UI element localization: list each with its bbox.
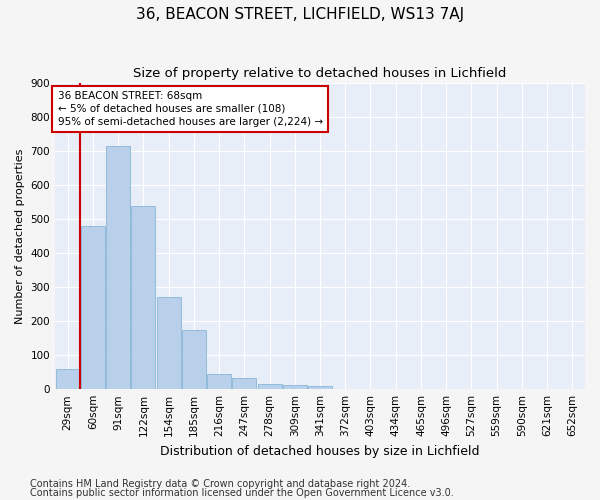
- X-axis label: Distribution of detached houses by size in Lichfield: Distribution of detached houses by size …: [160, 444, 480, 458]
- Bar: [182, 330, 206, 389]
- Y-axis label: Number of detached properties: Number of detached properties: [15, 148, 25, 324]
- Bar: [232, 378, 256, 389]
- Bar: [56, 369, 80, 389]
- Bar: [308, 386, 332, 389]
- Bar: [106, 146, 130, 389]
- Bar: [283, 385, 307, 389]
- Bar: [131, 206, 155, 389]
- Bar: [257, 384, 281, 389]
- Title: Size of property relative to detached houses in Lichfield: Size of property relative to detached ho…: [133, 68, 507, 80]
- Text: Contains public sector information licensed under the Open Government Licence v3: Contains public sector information licen…: [30, 488, 454, 498]
- Text: 36 BEACON STREET: 68sqm
← 5% of detached houses are smaller (108)
95% of semi-de: 36 BEACON STREET: 68sqm ← 5% of detached…: [58, 90, 323, 127]
- Text: 36, BEACON STREET, LICHFIELD, WS13 7AJ: 36, BEACON STREET, LICHFIELD, WS13 7AJ: [136, 8, 464, 22]
- Bar: [207, 374, 231, 389]
- Bar: [81, 226, 105, 389]
- Text: Contains HM Land Registry data © Crown copyright and database right 2024.: Contains HM Land Registry data © Crown c…: [30, 479, 410, 489]
- Bar: [157, 298, 181, 389]
